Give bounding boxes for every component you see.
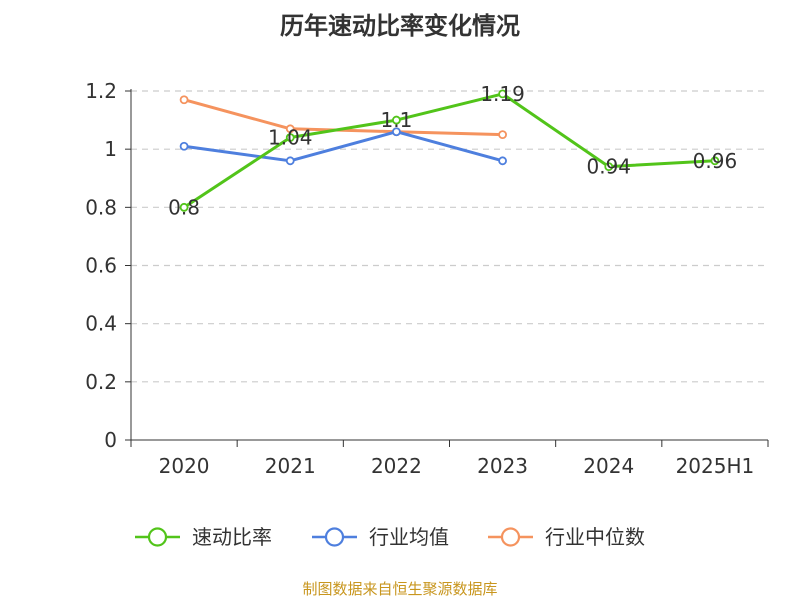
x-tick-label: 2023 xyxy=(477,454,528,478)
data-point xyxy=(285,124,295,134)
x-tick-label: 2022 xyxy=(371,454,422,478)
data-label: 1.04 xyxy=(268,126,313,150)
y-tick-label: 0 xyxy=(104,428,117,452)
x-tick-label: 2025H1 xyxy=(676,454,755,478)
x-tick-label: 2020 xyxy=(159,454,210,478)
data-point xyxy=(179,95,189,105)
legend-label: 速动比率 xyxy=(192,525,272,549)
legend-item: 行业均值 xyxy=(312,525,449,549)
data-point xyxy=(498,156,507,166)
legend-marker xyxy=(147,527,168,547)
legend-item: 速动比率 xyxy=(135,525,272,549)
y-tick-label: 0.8 xyxy=(85,195,117,219)
y-tick-label: 1 xyxy=(104,137,117,161)
data-point xyxy=(285,133,295,142)
data-point xyxy=(498,89,507,99)
series-line xyxy=(183,130,503,163)
data-point xyxy=(392,115,401,125)
x-tick-label: 2024 xyxy=(583,454,634,478)
y-tick-label: 0.6 xyxy=(85,254,117,278)
data-label: 0.96 xyxy=(693,149,738,173)
data-point xyxy=(710,156,720,166)
x-tick-label: 2021 xyxy=(265,454,316,478)
legend-marker xyxy=(500,527,521,547)
data-point xyxy=(179,202,189,212)
data-point xyxy=(392,127,401,137)
data-label: 0.8 xyxy=(168,195,200,219)
source-note: 制图数据来自恒生聚源数据库 xyxy=(302,580,498,598)
data-label: 1.19 xyxy=(480,82,525,106)
y-tick-label: 0.4 xyxy=(85,312,117,336)
legend-item: 行业中位数 xyxy=(488,525,645,549)
data-point xyxy=(604,162,614,172)
series-line xyxy=(183,92,715,209)
legend-marker xyxy=(324,527,345,547)
legend-label: 行业均值 xyxy=(369,525,449,549)
legend-label: 行业中位数 xyxy=(545,525,645,549)
data-label: 0.94 xyxy=(586,155,631,179)
data-point xyxy=(179,141,189,151)
chart-title: 历年速动比率变化情况 xyxy=(280,12,520,40)
data-label: 1.1 xyxy=(381,108,413,132)
data-point xyxy=(498,130,507,140)
data-point xyxy=(285,156,295,166)
y-tick-label: 0.2 xyxy=(85,370,117,394)
y-tick-label: 1.2 xyxy=(85,79,117,103)
